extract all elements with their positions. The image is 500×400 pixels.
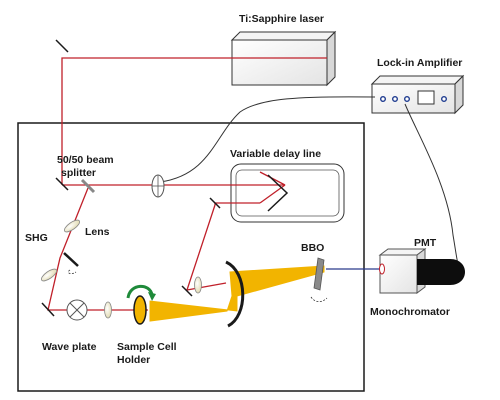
- label-pmt: PMT: [414, 237, 437, 249]
- setup-enclosure: [17, 122, 365, 392]
- beam-splitter: [80, 178, 96, 194]
- shg-crystal: [63, 252, 79, 267]
- label-bbo: BBO: [301, 242, 324, 254]
- mirror-1: [55, 39, 69, 53]
- lens-before-sample: [104, 301, 112, 319]
- label-monochromator: Monochromator: [370, 306, 450, 318]
- curved-mirror: [225, 260, 245, 328]
- mirror-4: [181, 285, 193, 297]
- label-beam-splitter-1: 50/50 beam: [57, 154, 114, 166]
- lockin-knob-3: [404, 95, 411, 102]
- lenses: [40, 219, 202, 319]
- mirror-2: [55, 177, 69, 191]
- mirror-3: [209, 197, 221, 209]
- label-lens: Lens: [85, 226, 110, 238]
- lockin-knob-4: [441, 95, 448, 102]
- retroreflector: [267, 174, 289, 212]
- pmt: [417, 259, 465, 285]
- wave-plate: [66, 299, 88, 321]
- lockin-display: [417, 90, 435, 105]
- label-sample-holder-1: Sample Cell: [117, 341, 177, 353]
- bbo-crystal: [310, 257, 328, 303]
- laser-box: [230, 30, 337, 87]
- delay-line-rail: [235, 169, 340, 217]
- shg-beam: [149, 265, 325, 322]
- delay-line-stage: [230, 163, 345, 223]
- cable-lockin-to-chopper: [159, 96, 376, 183]
- label-wave-plate: Wave plate: [42, 341, 97, 353]
- label-lockin: Lock-in Amplifier: [377, 57, 462, 69]
- sample-cell-holder: [126, 284, 156, 325]
- mirrors: [41, 39, 221, 317]
- lockin-amplifier: [370, 74, 465, 115]
- lens-path-1: [63, 219, 81, 233]
- label-sample-holder-2: Holder: [117, 354, 150, 366]
- lockin-knob-2: [392, 95, 399, 102]
- chopper: [151, 174, 165, 198]
- lens-path-2: [40, 268, 58, 282]
- label-beam-splitter-2: splitter: [61, 167, 96, 179]
- label-laser: Ti:Sapphire laser: [239, 13, 324, 25]
- mirror-5: [41, 302, 55, 317]
- lockin-knob-1: [380, 95, 387, 102]
- label-shg: SHG: [25, 232, 48, 244]
- lens-delay-arm: [194, 276, 202, 294]
- monochromator-slit: [379, 263, 385, 275]
- label-delay-line: Variable delay line: [230, 148, 321, 160]
- rotation-arrow: [126, 284, 154, 299]
- shg-rotation-arrow: [68, 269, 77, 275]
